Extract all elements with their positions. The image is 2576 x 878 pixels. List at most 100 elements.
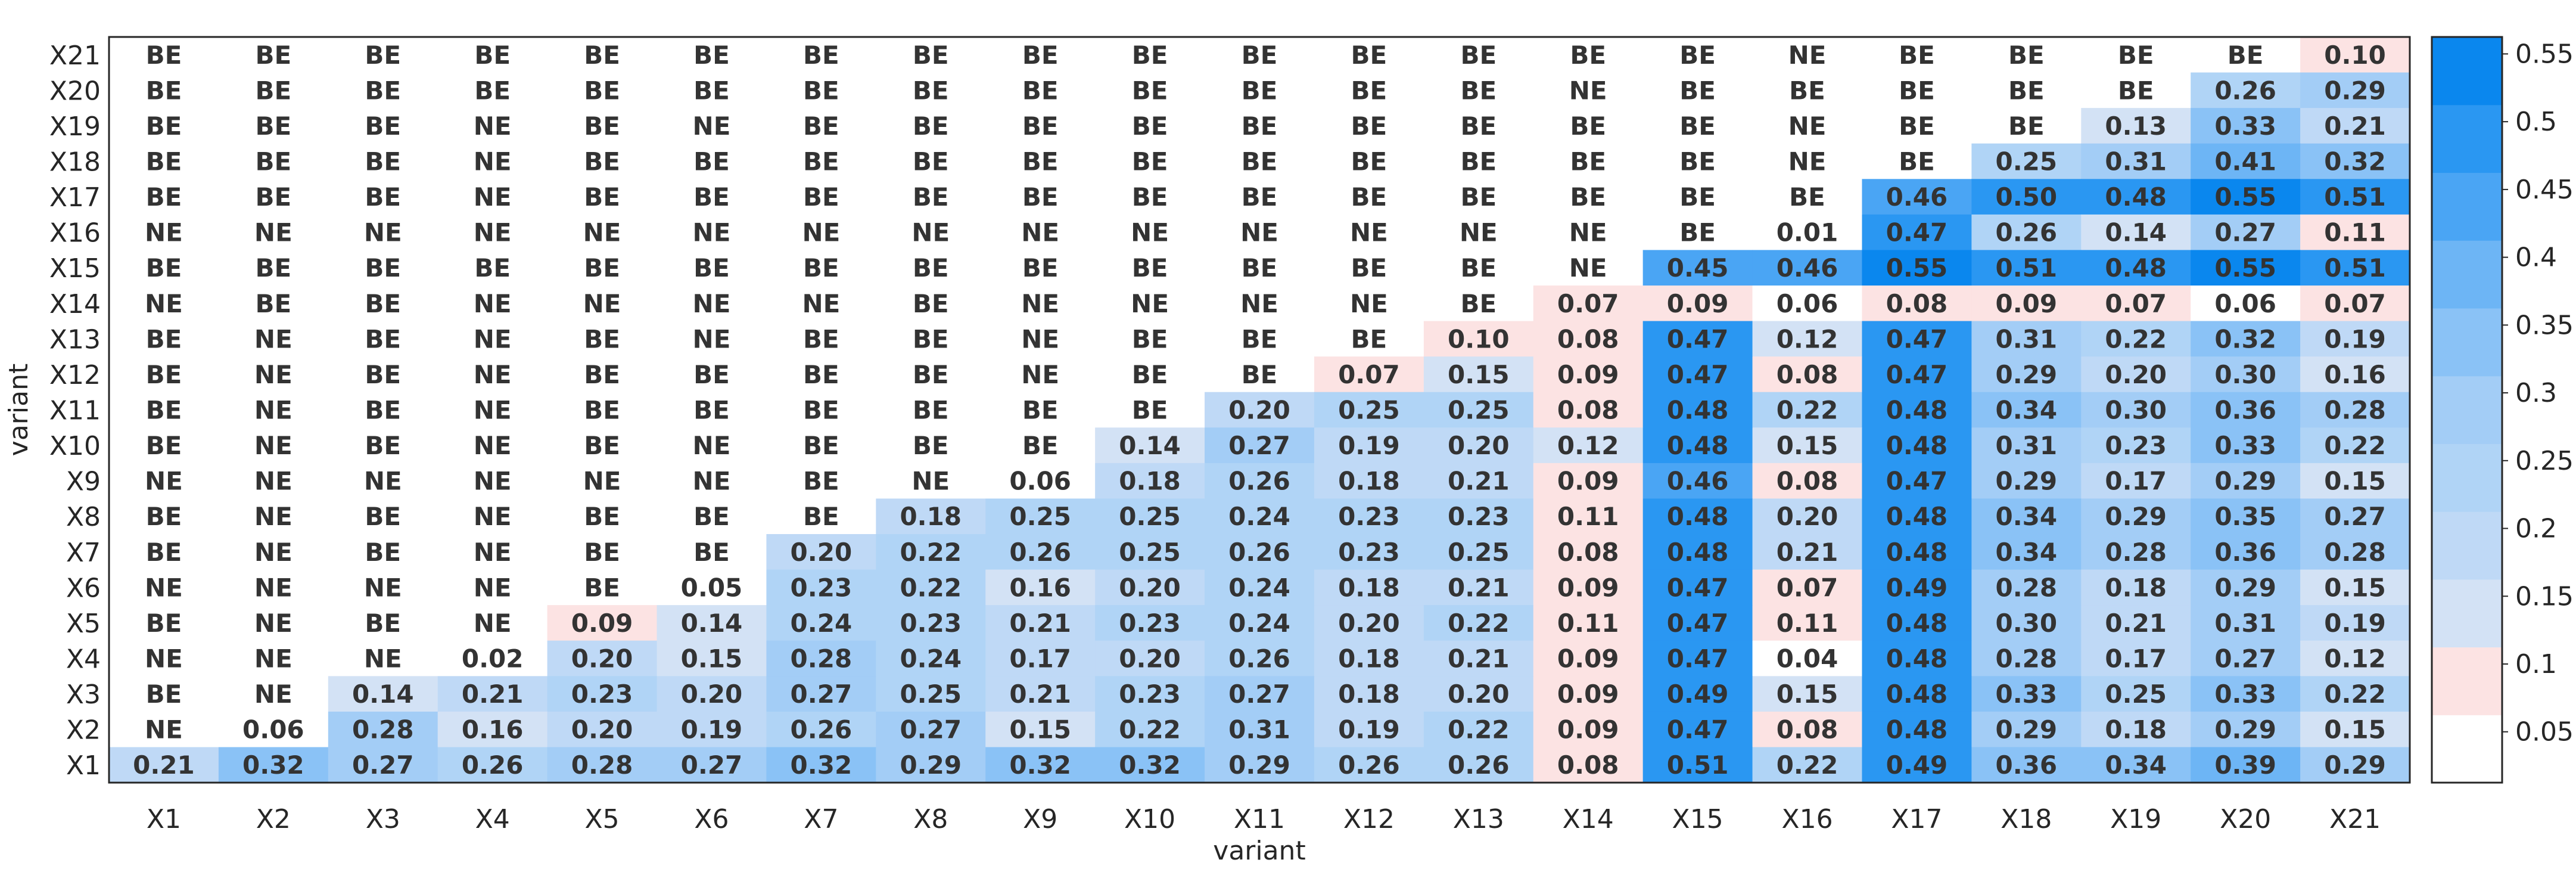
cell-value-label: NE [474,111,512,141]
cell-value-label: BE [1679,76,1716,105]
cell-value-label: NE [254,360,293,389]
cell-value-label: BE [1242,253,1278,283]
heatmap-cell [109,250,219,286]
heatmap-cell [985,392,1096,428]
heatmap-cell [2081,605,2191,641]
heatmap-cell [2300,72,2410,108]
heatmap-cell [2191,463,2301,500]
cell-value-label: 0.14 [352,680,414,709]
heatmap-cell [547,143,658,179]
y-tick-label: X2 [66,715,101,746]
cell-value-label: BE [1899,147,1935,176]
heatmap-cell [2191,356,2301,393]
cell-value-label: 0.29 [2214,467,2276,496]
cell-value-label: 0.28 [2324,538,2386,567]
heatmap-cell [1095,498,1205,535]
cell-value-label: 0.24 [791,609,853,638]
heatmap-cell [985,321,1096,357]
x-tick-label: X8 [913,804,948,834]
heatmap-cell [1205,498,1315,535]
heatmap-cell [985,143,1096,179]
cell-value-label: 0.08 [1886,289,1948,318]
cell-value-label: BE [1022,431,1059,460]
heatmap-cell [328,143,438,179]
heatmap-cell [1642,569,1753,606]
cell-value-label: 0.20 [791,538,853,567]
cell-value-label: BE [474,253,511,283]
cell-value-label: 0.10 [1448,324,1510,353]
cell-value-label: BE [584,396,620,425]
heatmap-cell [109,534,219,570]
cell-value-label: 0.48 [1667,502,1729,531]
heatmap-cell [218,37,329,73]
cell-value-label: NE [474,396,512,425]
heatmap-cell [328,179,438,215]
cell-value-label: BE [803,253,839,283]
cell-value-label: BE [693,360,730,389]
cell-value-label: 0.22 [2324,680,2386,709]
heatmap-cell [1862,498,1972,535]
heatmap-cell [1642,72,1753,108]
cell-value-label: 0.15 [1777,431,1838,460]
cell-value-label: 0.48 [1886,680,1948,709]
cell-value-label: 0.48 [1667,396,1729,425]
cell-value-label: 0.18 [1338,467,1400,496]
heatmap-cell [1642,427,1753,464]
cell-value-label: 0.15 [2324,467,2386,496]
cell-value-label: BE [365,253,401,283]
heatmap-cell [1205,392,1315,428]
heatmap-cell [1971,143,2082,179]
heatmap-cell [1752,569,1863,606]
cell-value-label: 0.27 [2214,644,2276,674]
x-tick-label: X4 [475,804,510,834]
heatmap-cell [437,392,548,428]
x-axis-label: variant [1213,836,1305,866]
heatmap-cell [218,534,329,570]
cell-value-label: NE [693,467,731,496]
cell-value-label: BE [146,253,182,283]
cell-value-label: BE [474,41,511,70]
cell-value-label: 0.26 [1338,750,1400,780]
cell-value-label: 0.19 [1338,715,1400,744]
heatmap-cell [109,605,219,641]
cell-value-label: BE [584,360,620,389]
cell-value-label: 0.33 [1996,680,2058,709]
x-tick-label: X16 [1781,804,1833,834]
cell-value-label: 0.55 [2214,182,2276,212]
cell-value-label: BE [1351,253,1387,283]
cell-value-label: BE [146,76,182,105]
colorbar-tick-label: 0.55 [2515,39,2574,69]
heatmap-cell [437,676,548,712]
cell-value-label: NE [364,573,402,602]
heatmap-cell [657,286,767,322]
heatmap-cell [2191,250,2301,286]
heatmap-cell [328,214,438,251]
heatmap-cell [2081,534,2191,570]
heatmap-cell [2081,179,2191,215]
cell-value-label: 0.34 [1996,396,2058,425]
heatmap-cell [1314,392,1424,428]
heatmap-cell [109,108,219,144]
cell-value-label: 0.08 [1557,324,1619,353]
cell-value-label: 0.36 [2214,538,2276,567]
heatmap-cell [1862,676,1972,712]
heatmap-cell [1095,711,1205,748]
cell-value-label: BE [1351,324,1387,353]
heatmap-cell [1642,250,1753,286]
cell-value-label: BE [2008,111,2045,141]
cell-value-label: 0.21 [2105,609,2167,638]
cell-value-label: 0.28 [571,750,633,780]
heatmap-cell [766,711,876,748]
heatmap-cell [218,356,329,393]
cell-value-label: BE [803,431,839,460]
cell-value-label: 0.47 [1886,467,1948,496]
cell-value-label: BE [693,76,730,105]
cell-value-label: NE [1569,218,1607,247]
heatmap-cell [109,392,219,428]
cell-value-label: 0.06 [2214,289,2276,318]
cell-value-label: BE [256,253,292,283]
heatmap-cell [109,214,219,251]
heatmap-cell [1533,321,1644,357]
cell-value-label: BE [913,182,949,212]
heatmap-cell [218,143,329,179]
